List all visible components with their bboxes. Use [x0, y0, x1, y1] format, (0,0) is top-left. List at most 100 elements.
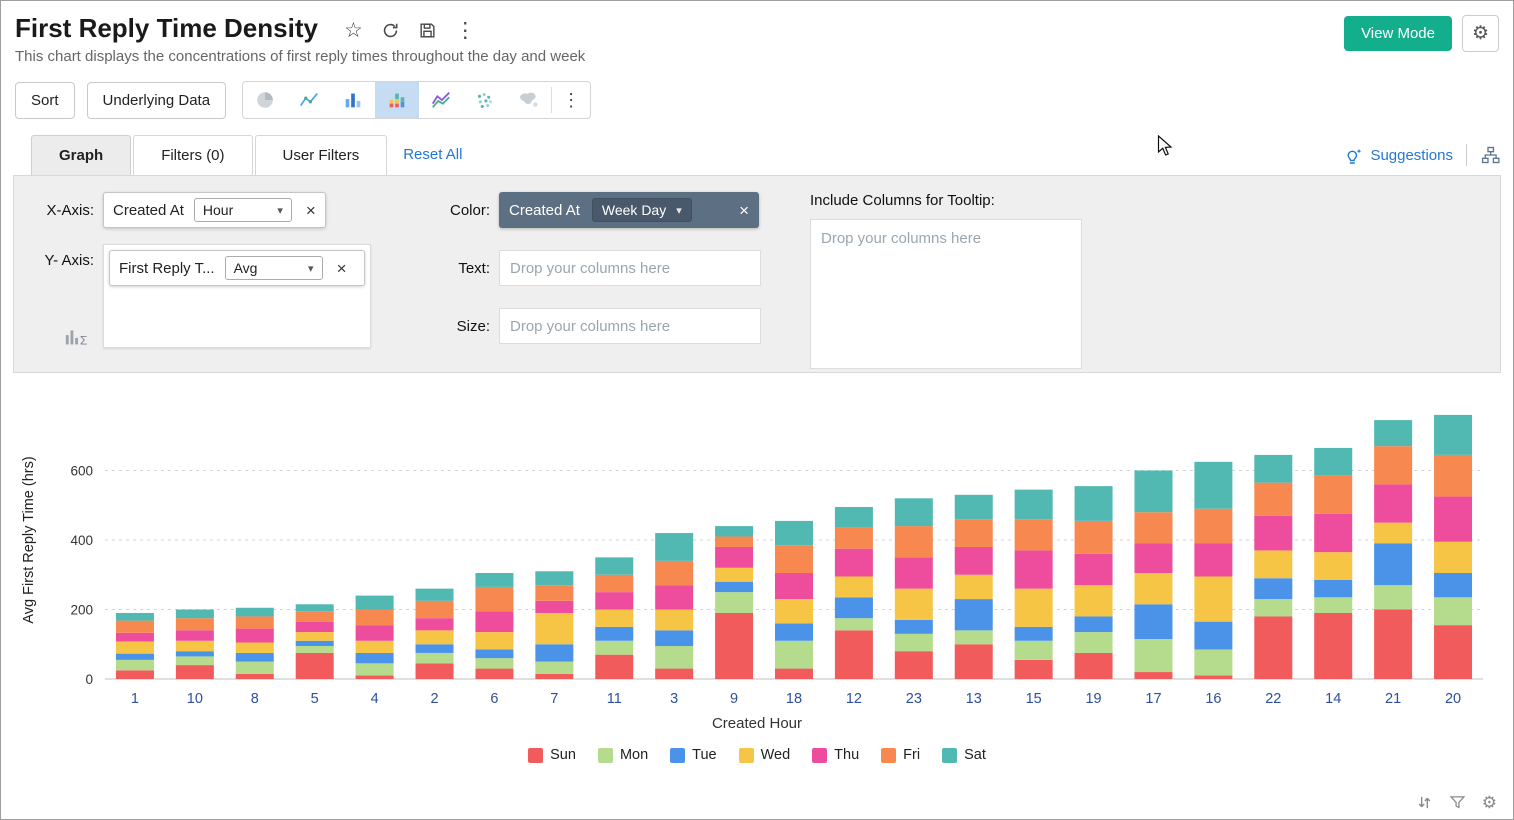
bar-segment-fri[interactable]: [595, 574, 634, 593]
bar-segment-sat[interactable]: [1074, 486, 1113, 521]
bar-segment-wed[interactable]: [655, 609, 694, 631]
x-tick-label[interactable]: 6: [490, 691, 498, 707]
x-axis-remove-icon[interactable]: ×: [305, 200, 316, 220]
bar-segment-wed[interactable]: [175, 640, 214, 652]
bar-segment-mon[interactable]: [1074, 632, 1113, 653]
bar-segment-mon[interactable]: [1374, 585, 1413, 610]
map-chart-icon[interactable]: [507, 82, 551, 118]
bar-segment-wed[interactable]: [475, 632, 514, 650]
x-tick-label[interactable]: 10: [187, 691, 203, 707]
scatter-chart-icon[interactable]: [463, 82, 507, 118]
settings-gear-button[interactable]: ⚙: [1462, 15, 1499, 52]
bar-segment-sun[interactable]: [1254, 616, 1293, 679]
x-tick-label[interactable]: 18: [786, 691, 802, 707]
chart-filter-icon[interactable]: [1449, 794, 1466, 811]
bar-segment-tue[interactable]: [775, 623, 813, 641]
bar-segment-thu[interactable]: [655, 585, 694, 610]
view-mode-button[interactable]: View Mode: [1344, 16, 1452, 51]
bar-segment-wed[interactable]: [535, 612, 574, 645]
bar-segment-tue[interactable]: [1134, 604, 1173, 640]
chart-sort-icon[interactable]: [1416, 794, 1433, 811]
y-axis-function-select[interactable]: Avg ▾: [224, 256, 323, 280]
bar-segment-sun[interactable]: [954, 644, 993, 679]
bar-segment-mon[interactable]: [1194, 649, 1233, 676]
bar-segment-fri[interactable]: [355, 609, 394, 626]
pie-chart-icon[interactable]: [243, 82, 287, 118]
bar-segment-wed[interactable]: [834, 576, 873, 598]
bar-segment-sun[interactable]: [775, 668, 813, 679]
chart-settings-gear-icon[interactable]: ⚙: [1481, 793, 1497, 812]
x-tick-label[interactable]: 7: [550, 691, 558, 707]
bar-segment-fri[interactable]: [175, 618, 214, 631]
save-icon[interactable]: [418, 21, 437, 40]
bar-segment-thu[interactable]: [355, 625, 394, 641]
bar-segment-fri[interactable]: [775, 545, 813, 574]
x-tick-label[interactable]: 14: [1325, 691, 1341, 707]
legend-item-wed[interactable]: Wed: [738, 747, 790, 763]
bar-segment-tue[interactable]: [894, 619, 933, 634]
bar-segment-sun[interactable]: [834, 630, 873, 679]
bar-segment-wed[interactable]: [115, 641, 154, 654]
bar-segment-fri[interactable]: [1254, 482, 1293, 516]
x-tick-label[interactable]: 4: [371, 691, 379, 707]
bar-segment-fri[interactable]: [1374, 446, 1413, 485]
bar-segment-wed[interactable]: [1074, 585, 1113, 617]
bar-segment-sat[interactable]: [535, 571, 574, 586]
text-drop-zone[interactable]: Drop your columns here: [499, 250, 761, 286]
bar-segment-sun[interactable]: [894, 651, 933, 679]
favorite-star-icon[interactable]: ☆: [343, 19, 363, 42]
bar-segment-sat[interactable]: [1014, 489, 1053, 520]
bar-segment-sat[interactable]: [834, 506, 873, 528]
bar-segment-sat[interactable]: [1254, 454, 1293, 483]
x-tick-label[interactable]: 17: [1145, 691, 1161, 707]
bar-segment-mon[interactable]: [115, 659, 154, 671]
bar-segment-mon[interactable]: [1434, 597, 1473, 626]
bar-segment-sun[interactable]: [295, 652, 334, 679]
bar-segment-fri[interactable]: [894, 526, 933, 558]
x-tick-label[interactable]: 22: [1265, 691, 1281, 707]
bar-segment-sat[interactable]: [235, 607, 274, 617]
bar-segment-tue[interactable]: [475, 649, 514, 659]
bar-segment-thu[interactable]: [1374, 484, 1413, 523]
bar-segment-fri[interactable]: [954, 519, 993, 547]
bar-segment-tue[interactable]: [1194, 621, 1233, 650]
reset-all-link[interactable]: Reset All: [403, 146, 463, 163]
x-axis-field-pill[interactable]: Created At Hour ▾ ×: [103, 192, 326, 228]
bar-segment-sat[interactable]: [775, 520, 813, 546]
bar-segment-mon[interactable]: [715, 592, 754, 613]
bar-segment-tue[interactable]: [1434, 573, 1473, 598]
bar-segment-sun[interactable]: [355, 675, 394, 679]
bar-segment-sun[interactable]: [1434, 625, 1473, 679]
bar-segment-fri[interactable]: [295, 611, 334, 622]
bar-segment-tue[interactable]: [355, 652, 394, 664]
bar-segment-thu[interactable]: [295, 621, 334, 633]
bar-segment-thu[interactable]: [1134, 543, 1173, 574]
bar-segment-tue[interactable]: [715, 581, 754, 593]
legend-item-tue[interactable]: Tue: [670, 747, 717, 763]
bar-segment-wed[interactable]: [715, 567, 754, 582]
bar-segment-sun[interactable]: [1194, 675, 1233, 679]
x-axis-field-name[interactable]: Created At: [113, 201, 184, 219]
y-axis-field-name[interactable]: First Reply T...: [119, 259, 215, 277]
bar-segment-sun[interactable]: [1314, 612, 1353, 679]
bar-segment-sat[interactable]: [655, 533, 694, 561]
bar-segment-sun[interactable]: [1074, 652, 1113, 679]
bar-segment-wed[interactable]: [355, 640, 394, 653]
bar-segment-sun[interactable]: [115, 670, 154, 679]
hierarchy-view-icon[interactable]: [1480, 145, 1501, 165]
bar-segment-tue[interactable]: [1374, 543, 1413, 586]
bar-segment-tue[interactable]: [655, 630, 694, 646]
legend-item-mon[interactable]: Mon: [597, 747, 648, 763]
color-remove-icon[interactable]: ×: [739, 200, 749, 220]
x-tick-label[interactable]: 23: [906, 691, 922, 707]
bar-segment-fri[interactable]: [415, 600, 454, 619]
stacked-bar-chart-icon[interactable]: [375, 82, 420, 118]
bar-segment-tue[interactable]: [1074, 616, 1113, 633]
bar-segment-tue[interactable]: [834, 597, 873, 619]
bar-segment-tue[interactable]: [1254, 578, 1293, 600]
x-tick-label[interactable]: 20: [1445, 691, 1461, 707]
bar-segment-fri[interactable]: [834, 527, 873, 549]
bar-segment-thu[interactable]: [175, 630, 214, 641]
x-tick-label[interactable]: 8: [251, 691, 259, 707]
bar-segment-wed[interactable]: [775, 599, 813, 624]
